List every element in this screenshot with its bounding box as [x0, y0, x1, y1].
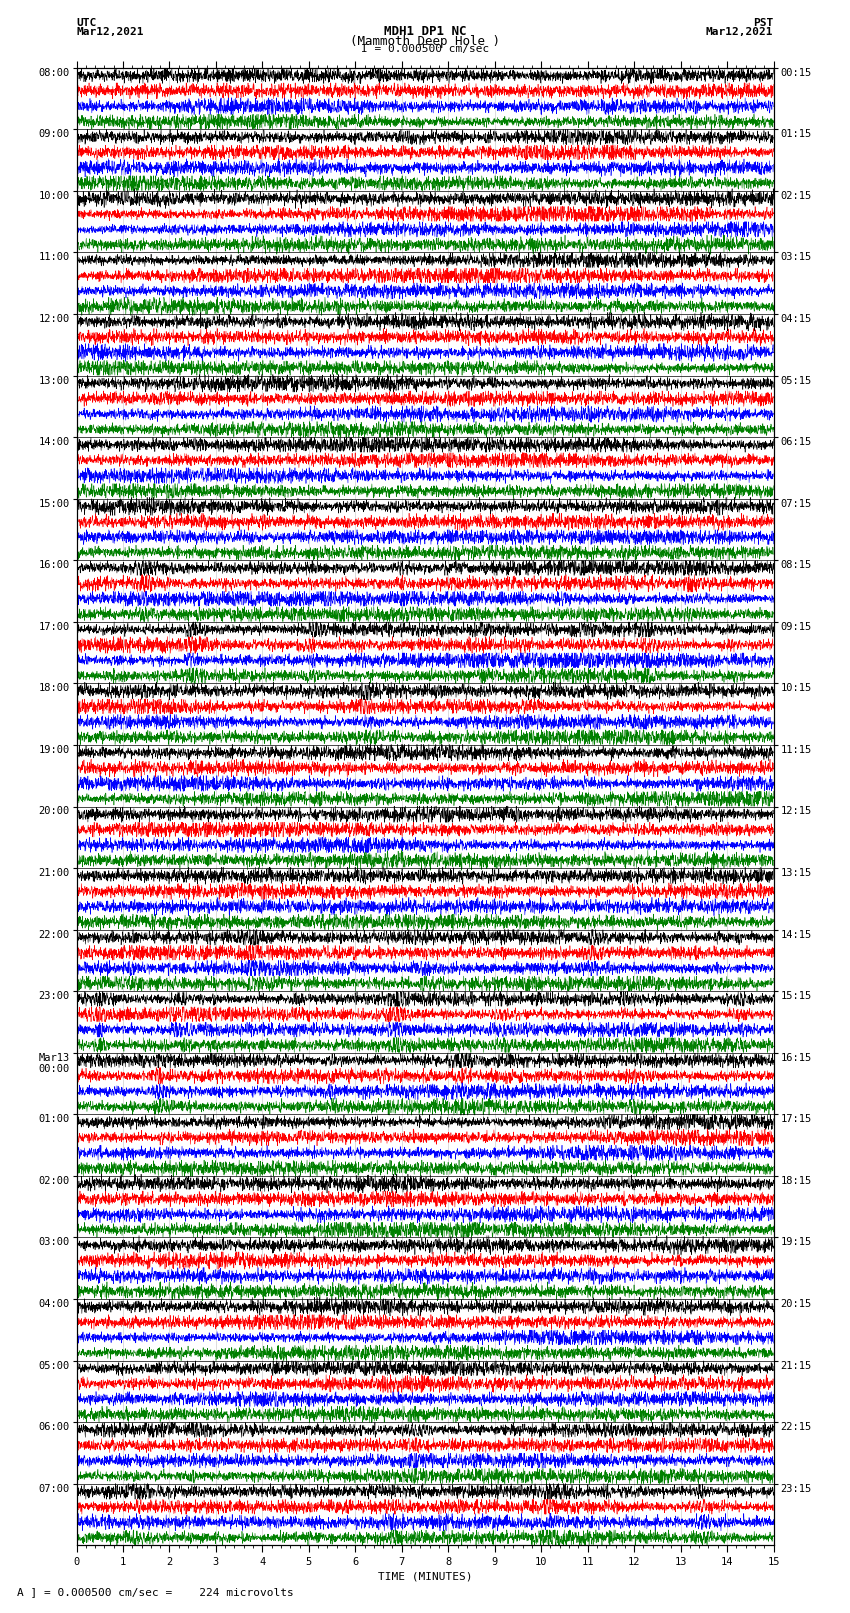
Text: Mar12,2021: Mar12,2021: [706, 27, 774, 37]
Text: Mar12,2021: Mar12,2021: [76, 27, 144, 37]
Text: MDH1 DP1 NC: MDH1 DP1 NC: [383, 24, 467, 39]
Text: PST: PST: [753, 18, 774, 27]
Text: (Mammoth Deep Hole ): (Mammoth Deep Hole ): [350, 35, 500, 48]
Text: I = 0.000500 cm/sec: I = 0.000500 cm/sec: [361, 44, 489, 55]
X-axis label: TIME (MINUTES): TIME (MINUTES): [377, 1571, 473, 1581]
Text: A ] = 0.000500 cm/sec =    224 microvolts: A ] = 0.000500 cm/sec = 224 microvolts: [17, 1587, 294, 1597]
Text: UTC: UTC: [76, 18, 97, 27]
